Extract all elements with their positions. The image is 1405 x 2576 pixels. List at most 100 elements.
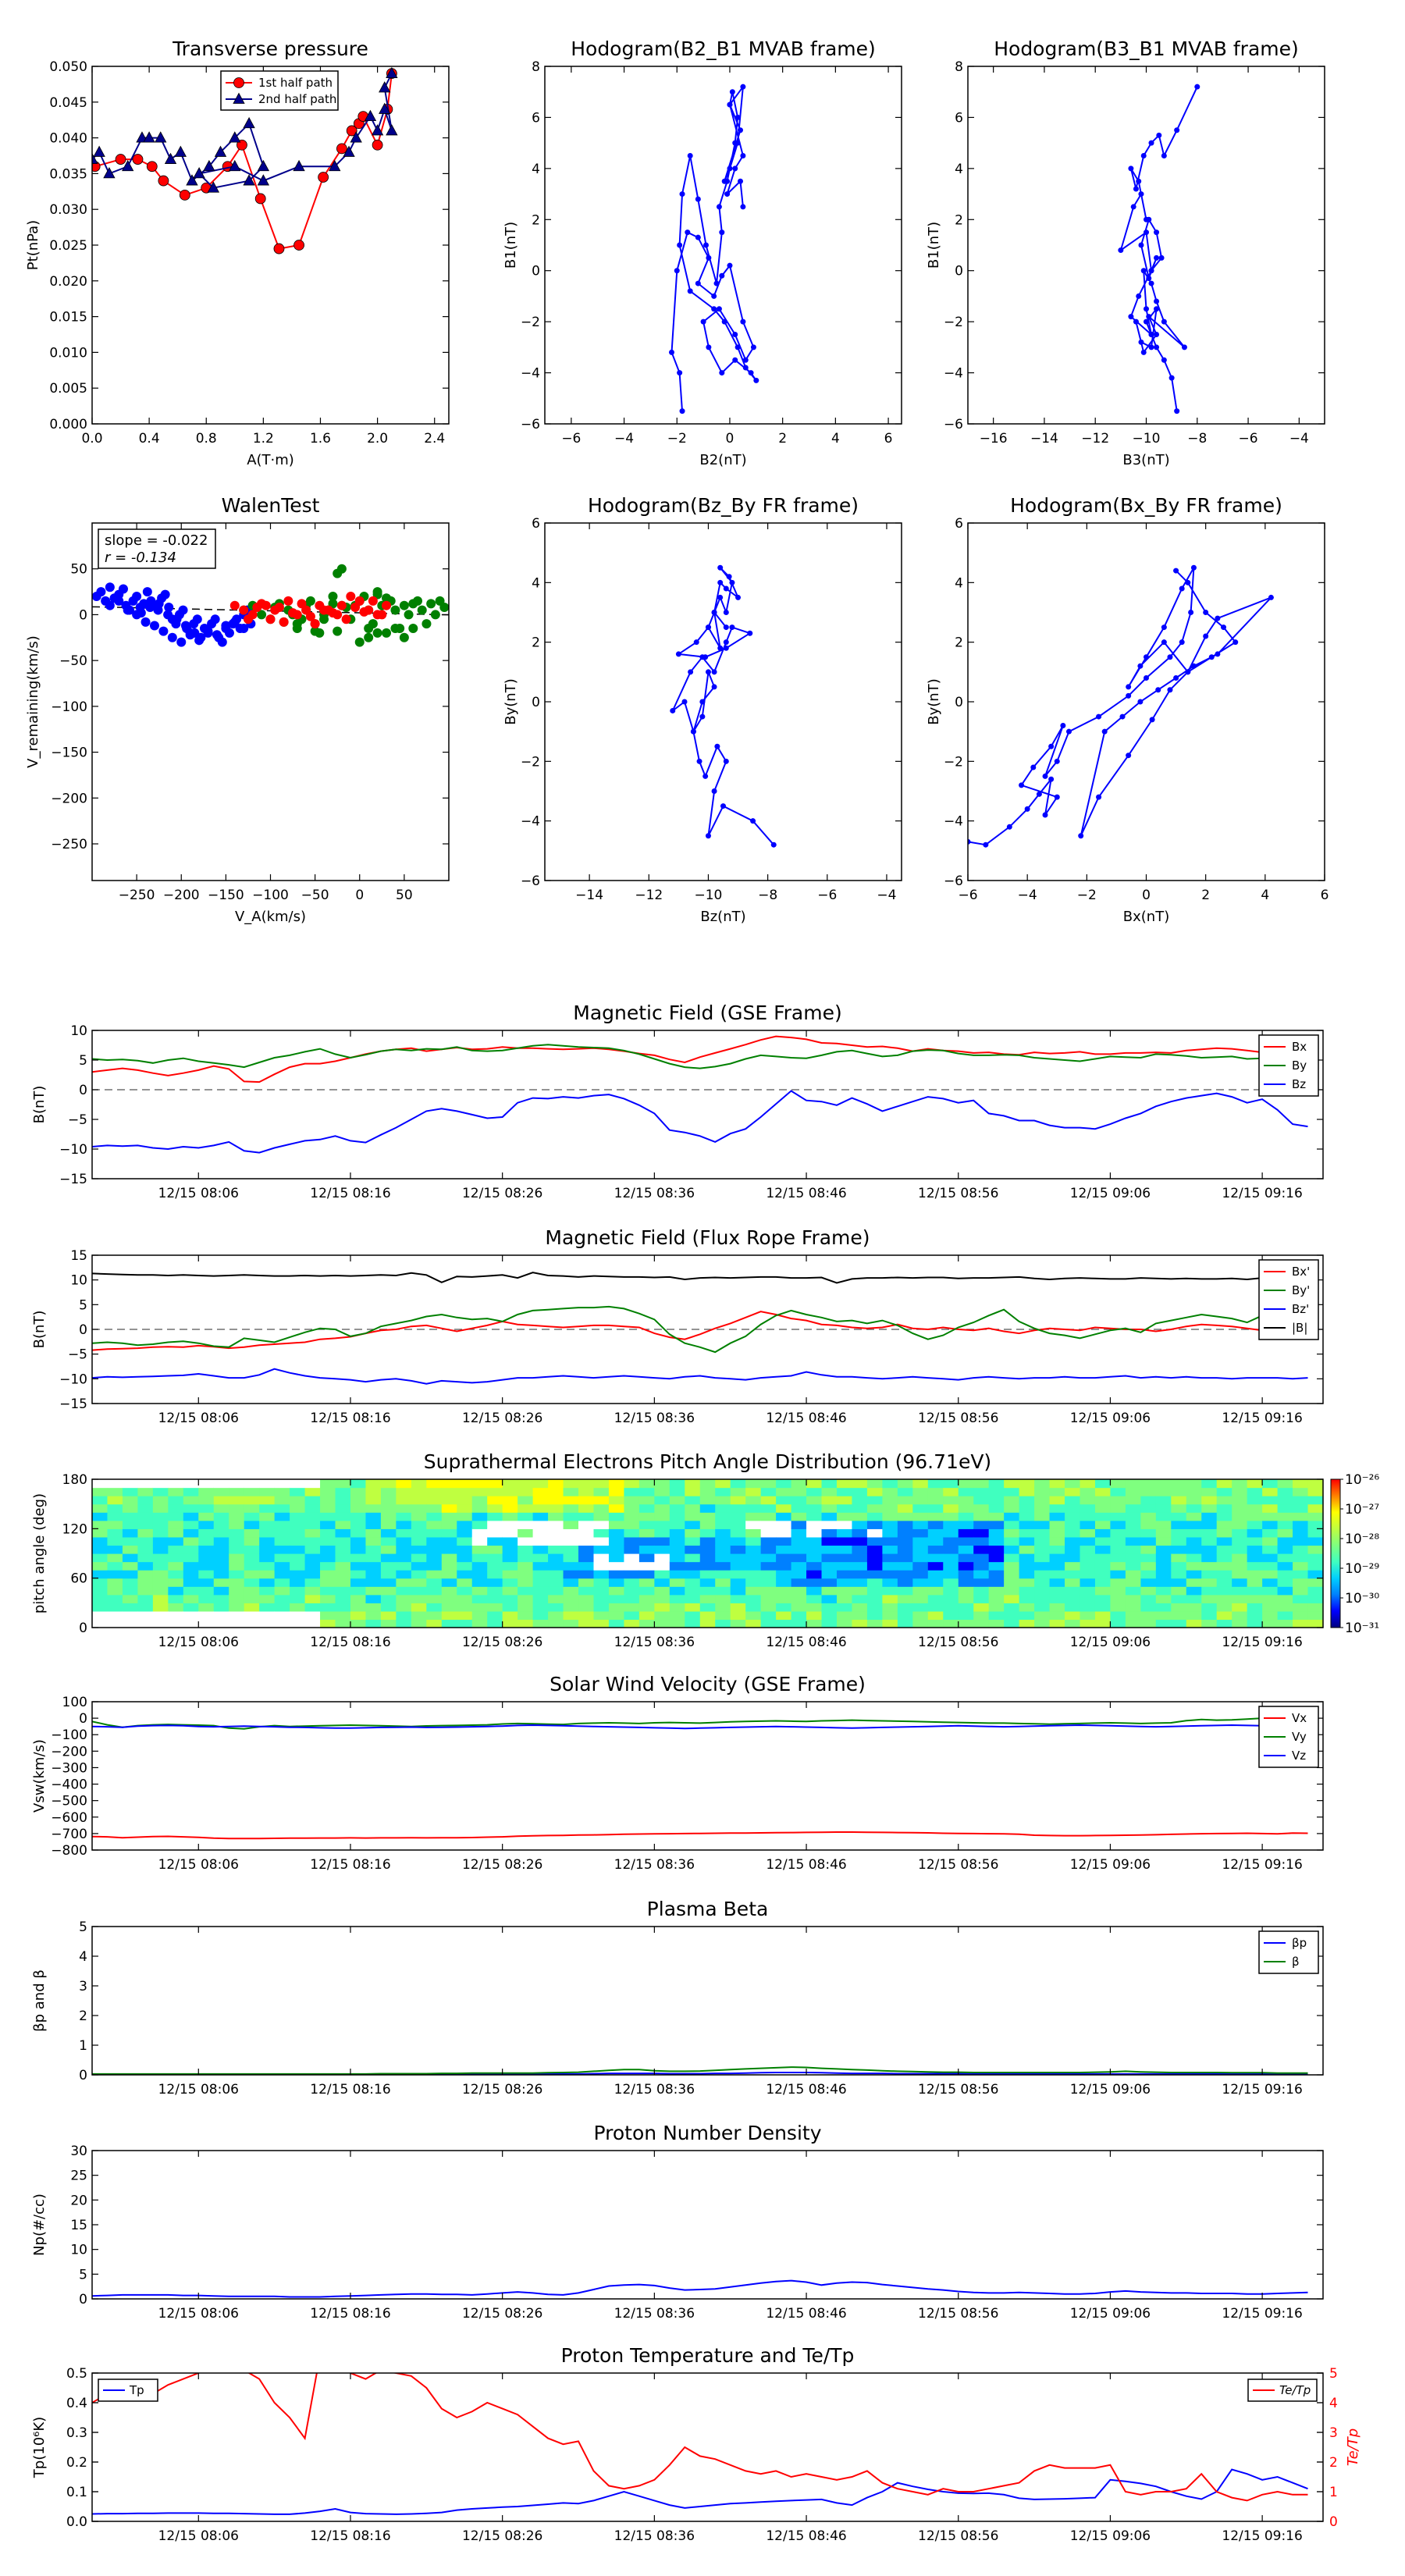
- heatmap-cell: [411, 1479, 427, 1489]
- x-tick-label: 6: [884, 431, 893, 447]
- heatmap-cell: [1293, 1610, 1309, 1621]
- data-point: [142, 587, 152, 597]
- heatmap-cell: [608, 1619, 625, 1628]
- x-tick-label: 12/15 08:56: [918, 1635, 998, 1650]
- heatmap-cell: [335, 1586, 351, 1596]
- heatmap-cell: [1232, 1512, 1248, 1521]
- heatmap-cell: [1049, 1503, 1065, 1513]
- heatmap-cell: [1125, 1512, 1141, 1521]
- series-line: [92, 2373, 1308, 2502]
- heatmap-cell: [654, 1586, 670, 1596]
- heatmap-cell: [806, 1503, 823, 1513]
- heatmap-cell: [1049, 1496, 1065, 1505]
- heatmap-cell: [988, 1553, 1005, 1563]
- heatmap-cell: [836, 1610, 853, 1621]
- heatmap-cell: [350, 1545, 367, 1554]
- heatmap-cell: [290, 1520, 306, 1529]
- heatmap-cell: [912, 1570, 929, 1579]
- heatmap-cell: [1307, 1586, 1324, 1596]
- heatmap-cell: [912, 1520, 929, 1529]
- x-tick-label: −4: [877, 888, 896, 903]
- heatmap-cell: [897, 1603, 913, 1612]
- x-tick-label: 12/15 09:06: [1070, 2306, 1151, 2322]
- heatmap-cell: [866, 1536, 883, 1546]
- heatmap-cell: [943, 1586, 959, 1596]
- heatmap-cell: [1216, 1536, 1232, 1546]
- heatmap-cell: [1293, 1487, 1309, 1496]
- x-tick-label: −14: [1030, 431, 1058, 447]
- heatmap-cell: [426, 1503, 443, 1513]
- y-tick-label: 0: [955, 264, 963, 279]
- x-tick-label: 0.4: [139, 431, 160, 447]
- heatmap-cell: [92, 1520, 108, 1529]
- data-point: [186, 174, 198, 186]
- y-tick-label: 2: [955, 635, 963, 651]
- data-point: [719, 229, 725, 236]
- x-tick-label: −2: [1077, 888, 1097, 903]
- data-point: [273, 243, 285, 254]
- heatmap-cell: [1262, 1528, 1279, 1538]
- heatmap-cell: [137, 1594, 154, 1603]
- heatmap-cell: [836, 1520, 853, 1529]
- chart-walen-test: WalenTest−250 −200 −150 −100 −50 0 50−250−200−…: [25, 494, 450, 925]
- heatmap-cell: [563, 1594, 579, 1603]
- heatmap-cell: [290, 1528, 306, 1538]
- heatmap-cell: [274, 1586, 290, 1596]
- heatmap-cell: [1277, 1545, 1293, 1554]
- heatmap-cell: [1247, 1487, 1263, 1496]
- heatmap-cell: [1293, 1578, 1309, 1587]
- heatmap-cell: [1125, 1553, 1141, 1563]
- x-tick-label: −8: [758, 888, 777, 903]
- heatmap-cell: [1094, 1536, 1112, 1546]
- heatmap-cell: [365, 1479, 382, 1489]
- heatmap-cell: [152, 1512, 169, 1521]
- data-point: [114, 596, 124, 606]
- data-point: [167, 632, 177, 642]
- heatmap-cell: [776, 1536, 792, 1546]
- x-tick-label: 12/15 08:46: [766, 2306, 846, 2322]
- heatmap-cell: [229, 1610, 245, 1621]
- heatmap-cell: [290, 1496, 306, 1505]
- heatmap-cell: [487, 1570, 503, 1579]
- y-tick-label: 0: [79, 1322, 87, 1338]
- heatmap-cell: [821, 1570, 838, 1579]
- heatmap-cell: [730, 1586, 746, 1596]
- heatmap-cell: [1019, 1528, 1035, 1538]
- heatmap-cell: [1186, 1603, 1202, 1612]
- heatmap-cell: [897, 1503, 913, 1513]
- x-tick-label: −200: [163, 888, 200, 903]
- heatmap-cell: [229, 1603, 245, 1612]
- y-axis-label: B(nT): [31, 1086, 48, 1124]
- heatmap-cell: [426, 1536, 443, 1546]
- data-point: [350, 131, 362, 143]
- heatmap-cell: [943, 1487, 959, 1496]
- data-point: [687, 288, 693, 294]
- series-line: [670, 84, 757, 411]
- y-axis-label: pitch angle (deg): [31, 1493, 48, 1614]
- heatmap-cell: [1307, 1570, 1324, 1579]
- x-tick-label: 0: [1142, 888, 1151, 903]
- heatmap-cell: [1094, 1610, 1112, 1621]
- data-point: [279, 617, 289, 627]
- heatmap-cell: [92, 1610, 108, 1621]
- heatmap-cell: [912, 1594, 929, 1603]
- heatmap-cell: [1049, 1561, 1065, 1571]
- heatmap-cell: [168, 1610, 184, 1621]
- heatmap-cell: [578, 1496, 595, 1505]
- heatmap-cell: [912, 1503, 929, 1513]
- data-point: [192, 614, 202, 624]
- heatmap-cell: [1201, 1520, 1218, 1529]
- heatmap-cell: [715, 1578, 731, 1587]
- heatmap-cell: [1155, 1594, 1172, 1603]
- data-point: [105, 600, 115, 610]
- heatmap-cell: [1019, 1619, 1035, 1628]
- heatmap-cell: [502, 1536, 518, 1546]
- heatmap-cell: [1125, 1545, 1141, 1554]
- legend-label: Vx: [1292, 1711, 1307, 1725]
- heatmap-cell: [1019, 1512, 1035, 1521]
- heatmap-cell: [152, 1603, 169, 1612]
- heatmap-cell: [1232, 1570, 1248, 1579]
- plot-frame: [91, 1926, 1324, 2076]
- chart-title: Proton Number Density: [594, 2122, 822, 2144]
- heatmap-cell: [699, 1496, 716, 1505]
